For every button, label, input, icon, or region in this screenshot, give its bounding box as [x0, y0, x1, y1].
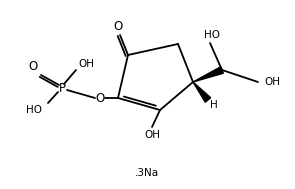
Text: H: H	[210, 100, 218, 110]
Polygon shape	[193, 82, 211, 102]
Text: OH: OH	[144, 130, 160, 140]
Text: O: O	[28, 60, 38, 74]
Text: OH: OH	[264, 77, 280, 87]
Text: O: O	[113, 20, 123, 33]
Text: P: P	[58, 81, 65, 94]
Text: OH: OH	[78, 59, 94, 69]
Polygon shape	[193, 67, 223, 82]
Text: HO: HO	[26, 105, 42, 115]
Text: O: O	[95, 91, 105, 105]
Text: HO: HO	[204, 30, 220, 40]
Text: .3Na: .3Na	[135, 168, 159, 178]
